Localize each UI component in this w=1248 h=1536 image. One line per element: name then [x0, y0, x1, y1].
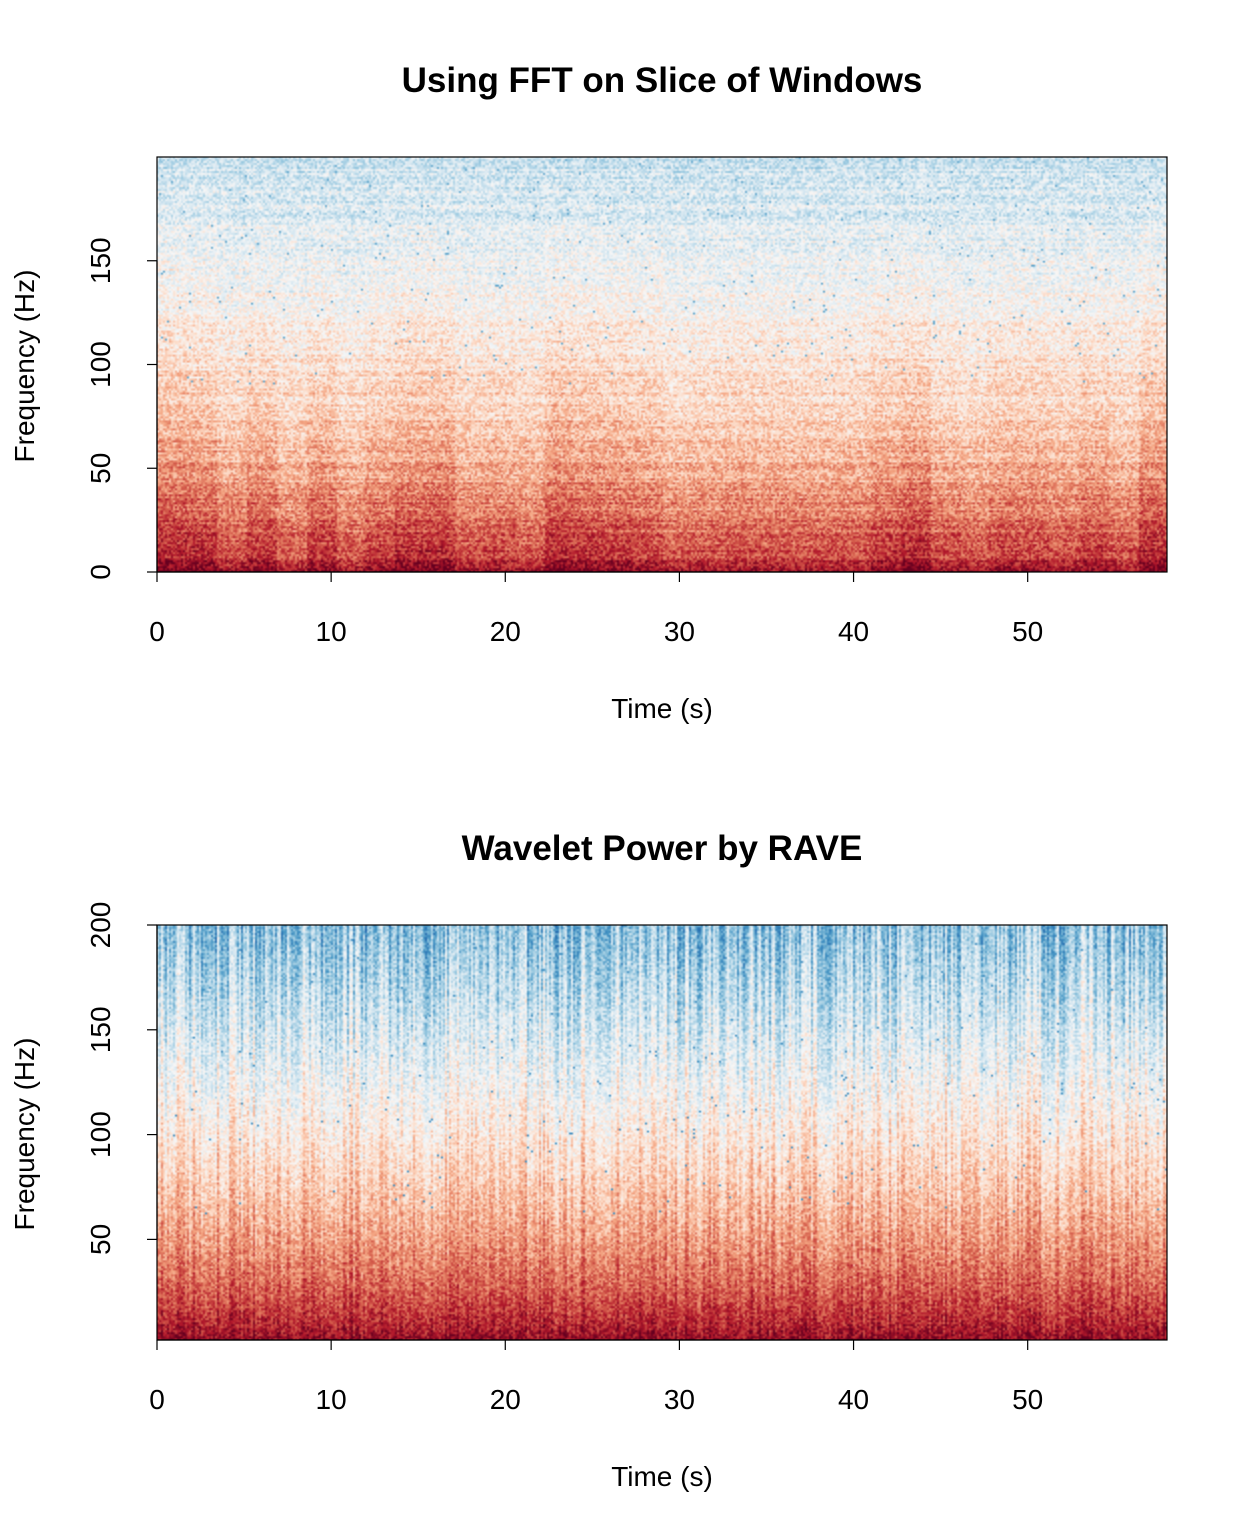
- wavelet-y-tick-label: 200: [85, 902, 116, 949]
- wavelet-x-tick-label: 30: [664, 1384, 695, 1415]
- wavelet-y-axis: 50 100 150 200: [85, 902, 158, 1255]
- fft-x-tick-label: 20: [490, 616, 521, 647]
- fft-panel: Using FFT on Slice of Windows 0 10 20 30 40 5…: [9, 61, 1168, 724]
- wavelet-panel: Wavelet Power by RAVE 0 10 20 30 40 50 50 100 1…: [9, 829, 1168, 1492]
- wavelet-x-tick-label: 20: [490, 1384, 521, 1415]
- wavelet-x-axis-label: Time (s): [611, 1461, 713, 1492]
- fft-y-axis-label: Frequency (Hz): [9, 270, 40, 463]
- wavelet-y-axis-label: Frequency (Hz): [9, 1038, 40, 1231]
- fft-x-axis: 0 10 20 30 40 50: [149, 571, 1043, 647]
- wavelet-x-tick-label: 10: [316, 1384, 347, 1415]
- fft-heatmap-image: [157, 157, 1167, 572]
- fft-y-tick-label: 150: [85, 237, 116, 284]
- fft-x-tick-label: 40: [838, 616, 869, 647]
- fft-x-axis-label: Time (s): [611, 693, 713, 724]
- wavelet-y-tick-label: 50: [85, 1224, 116, 1255]
- fft-x-tick-label: 50: [1012, 616, 1043, 647]
- wavelet-x-tick-label: 40: [838, 1384, 869, 1415]
- fft-chart-title: Using FFT on Slice of Windows: [402, 61, 923, 100]
- fft-y-tick-label: 100: [85, 341, 116, 388]
- wavelet-y-tick-label: 100: [85, 1111, 116, 1158]
- fft-y-axis: 0 50 100 150: [85, 237, 158, 580]
- fft-heatmap: [157, 157, 1167, 572]
- fft-y-tick-label: 50: [85, 453, 116, 484]
- wavelet-x-axis: 0 10 20 30 40 50: [149, 1339, 1043, 1415]
- wavelet-heatmap-image: [157, 925, 1167, 1340]
- wavelet-heatmap: [157, 925, 1167, 1340]
- fft-x-tick-label: 10: [316, 616, 347, 647]
- wavelet-y-tick-label: 150: [85, 1006, 116, 1053]
- fft-y-tick-label: 0: [85, 564, 116, 580]
- wavelet-chart-title: Wavelet Power by RAVE: [462, 829, 863, 868]
- wavelet-x-tick-label: 50: [1012, 1384, 1043, 1415]
- fft-x-tick-label: 0: [149, 616, 165, 647]
- fft-x-tick-label: 30: [664, 616, 695, 647]
- wavelet-x-tick-label: 0: [149, 1384, 165, 1415]
